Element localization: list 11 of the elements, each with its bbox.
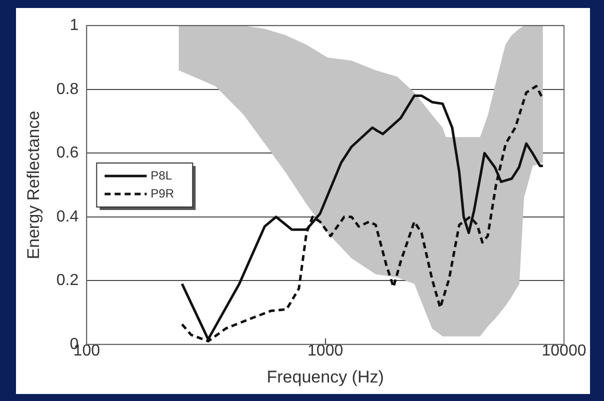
- y-tick-label: 0.6: [56, 144, 79, 162]
- y-axis-title: Energy Reflectance: [24, 110, 43, 260]
- x-tick-label: 10000: [542, 342, 586, 360]
- y-tick-label: 0.8: [56, 80, 79, 98]
- y-tick-label: 0.4: [56, 208, 79, 226]
- x-axis-title: Frequency (Hz): [266, 367, 384, 386]
- legend-label: P9R: [150, 186, 174, 200]
- x-tick-label: 1000: [308, 342, 344, 360]
- y-tick-label: 1: [70, 17, 79, 34]
- legend-label: P8L: [150, 168, 172, 182]
- y-tick-label: 0.2: [56, 272, 79, 290]
